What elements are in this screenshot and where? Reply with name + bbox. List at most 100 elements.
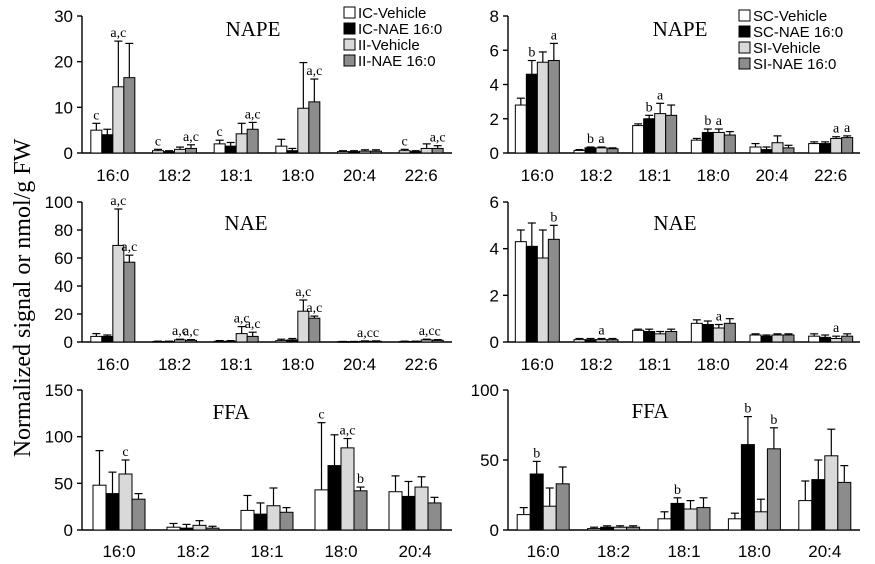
category-label: 20:4 xyxy=(343,166,376,185)
bar xyxy=(643,331,656,343)
bar xyxy=(279,511,294,531)
category-label: 16:0 xyxy=(527,542,560,561)
bar xyxy=(782,334,795,343)
y-tick-label: 0 xyxy=(64,521,73,540)
bar xyxy=(185,339,197,343)
bar xyxy=(525,245,538,343)
panel-title: FFA xyxy=(213,400,251,424)
bar xyxy=(101,335,114,343)
significance-label: b xyxy=(533,446,540,461)
bar xyxy=(542,505,557,531)
category-label: 22:6 xyxy=(814,355,847,374)
bar xyxy=(587,528,602,531)
bar xyxy=(690,139,703,154)
category-label: 20:4 xyxy=(398,542,431,561)
legend-label: SC-Vehicle xyxy=(753,8,827,25)
bar xyxy=(370,150,382,154)
category-label: 18:1 xyxy=(250,542,283,561)
significance-label: a,c xyxy=(306,64,322,79)
bar xyxy=(830,338,843,343)
bar xyxy=(547,238,560,343)
significance-label: a xyxy=(598,324,605,339)
bar xyxy=(516,514,531,531)
significance-label: b xyxy=(357,472,364,487)
bar xyxy=(205,527,220,531)
significance-label: c xyxy=(435,325,441,340)
bar xyxy=(90,129,103,154)
category-label: 18:1 xyxy=(220,355,253,374)
bar xyxy=(808,143,821,154)
bar xyxy=(112,244,125,343)
bar xyxy=(90,335,103,343)
significance-label: a,c xyxy=(357,326,373,341)
panel-title: NAE xyxy=(653,211,696,235)
significance-label: a xyxy=(716,310,723,325)
category-label: 18:1 xyxy=(638,355,671,374)
bar xyxy=(514,104,527,154)
legend-swatch xyxy=(738,25,751,38)
legend-swatch xyxy=(343,6,356,19)
bar xyxy=(240,509,255,531)
bar xyxy=(798,500,813,531)
bar xyxy=(690,322,703,343)
bar xyxy=(224,145,237,154)
category-label: 18:1 xyxy=(667,542,700,561)
bar xyxy=(584,147,597,154)
significance-label: a xyxy=(551,28,558,43)
bar xyxy=(409,151,422,154)
bar xyxy=(600,526,615,531)
category-label: 16:0 xyxy=(521,166,554,185)
bar xyxy=(701,131,714,154)
bar xyxy=(213,143,226,154)
y-tick-label: 80 xyxy=(54,221,73,240)
category-label: 18:0 xyxy=(324,542,357,561)
bar xyxy=(819,336,832,343)
category-label: 18:1 xyxy=(638,166,671,185)
bar xyxy=(185,147,197,154)
y-tick-label: 20 xyxy=(54,53,73,72)
bar xyxy=(427,502,442,531)
bar xyxy=(811,479,826,531)
bar xyxy=(224,340,237,343)
bar xyxy=(819,143,832,154)
category-label: 20:4 xyxy=(755,355,788,374)
bar xyxy=(266,505,281,531)
bar xyxy=(808,335,821,343)
bar xyxy=(337,151,349,154)
bar xyxy=(712,131,725,154)
significance-label: a,c xyxy=(340,424,356,439)
bar xyxy=(606,339,619,343)
panel-title: FFA xyxy=(632,399,670,423)
significance-label: c xyxy=(93,108,99,123)
category-label: 20:4 xyxy=(808,542,841,561)
legend-swatch xyxy=(343,22,356,35)
bar xyxy=(683,508,698,531)
bar xyxy=(308,101,321,154)
bar xyxy=(401,495,416,531)
bar xyxy=(348,151,360,154)
bar xyxy=(327,465,342,531)
category-label: 22:6 xyxy=(814,166,847,185)
bar xyxy=(431,339,444,343)
y-tick-label: 0 xyxy=(490,144,499,163)
significance-label: a,c xyxy=(234,312,250,327)
significance-label: b xyxy=(646,100,653,115)
panel-title: NAPE xyxy=(226,17,281,41)
bar xyxy=(632,329,645,343)
bar xyxy=(536,61,549,154)
significance-label: b xyxy=(744,402,751,417)
significance-label: a xyxy=(844,121,851,136)
bar xyxy=(760,149,773,154)
bar xyxy=(179,527,194,531)
bar xyxy=(235,133,248,154)
y-tick-label: 50 xyxy=(480,451,499,470)
y-tick-label: 100 xyxy=(45,193,73,212)
bar xyxy=(712,327,725,343)
category-label: 18:0 xyxy=(738,542,771,561)
legend-swatch xyxy=(343,38,356,51)
bar xyxy=(286,339,299,343)
significance-label: a,c xyxy=(245,317,261,332)
category-label: 18:0 xyxy=(281,166,314,185)
category-label: 18:2 xyxy=(579,355,612,374)
y-tick-label: 0 xyxy=(490,333,499,352)
